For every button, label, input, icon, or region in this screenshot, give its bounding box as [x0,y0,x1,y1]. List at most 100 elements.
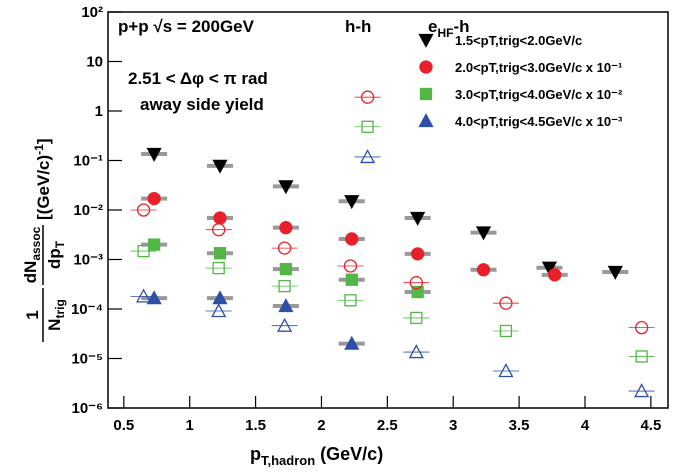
marker [419,60,433,74]
y-tick-label: 10⁻⁵ [71,351,103,368]
marker [147,191,161,206]
marker [498,363,514,378]
marker [344,195,360,210]
marker [409,276,423,290]
x-tick-label: 0.5 [113,417,134,434]
marker [212,261,225,275]
marker [137,244,150,258]
y-tick-label: 10² [81,4,103,21]
marker [359,149,376,164]
marker [278,298,294,313]
marker [146,290,162,305]
marker [548,268,562,282]
y-tick-label: 10⁻² [73,202,103,219]
x-tick-label: 1.5 [245,417,266,434]
y-tick-label: 1 [95,103,103,120]
y-tick-label: 10⁻¹ [73,153,103,170]
x-label-sub: T,hadron [261,453,315,468]
y-label-sup: -1 [32,144,46,155]
marker [343,259,358,273]
marker [499,324,513,338]
y-label-part: dp [45,248,64,269]
annotation: p+p √s = 200GeV [118,17,255,36]
marker [212,290,228,305]
marker [146,147,162,162]
y-label-sub: T [53,240,67,248]
marker [360,90,375,104]
marker [277,241,292,255]
marker [212,159,228,174]
legend-label: 2.0<pT,trig<3.0GeV/c x 10⁻¹ [455,60,622,75]
marker [418,113,434,128]
marker [635,350,648,363]
marker [499,296,513,310]
marker [411,285,424,299]
y-label-part: dNassoc [21,226,43,283]
x-tick-label: 3.5 [509,417,530,434]
y-label-part: ] [34,138,53,144]
annotation: eHF-h [428,17,470,40]
y-label-sub: assoc [29,226,43,260]
y-label-sub: trig [53,299,67,318]
marker [410,311,423,325]
marker [476,263,491,277]
marker [345,273,358,286]
marker [279,220,293,235]
marker [213,211,227,225]
marker [278,180,294,195]
marker [475,226,492,241]
x-tick-label: 3 [449,417,457,434]
x-label-part: p [250,444,261,464]
marker [418,33,434,48]
y-tick-label: 10 [86,54,103,71]
y-tick-label: 10⁻³ [73,252,103,269]
marker [276,317,293,332]
marker [212,223,226,237]
marker [278,279,291,293]
y-label-part: N [45,319,64,331]
marker [634,383,650,398]
legend-label: 4.0<pT,trig<4.5GeV/c x 10⁻³ [455,114,623,129]
marker [410,211,426,226]
marker [408,344,424,359]
marker [419,87,433,101]
annotation: 2.51 < Δφ < π rad [128,69,268,88]
marker [147,238,161,251]
marker [344,294,357,307]
legend-label: 1.5<pT,trig<2.0GeV/c [455,33,582,48]
y-label-part: dpT [45,240,67,269]
marker [213,247,227,260]
marker [344,335,360,350]
marker [135,288,152,303]
y-tick-label: 10⁻⁴ [71,301,103,318]
marker [410,247,425,261]
annotation-part: e [428,17,437,36]
legend-label: 3.0<pT,trig<4.0GeV/c x 10⁻² [455,87,623,102]
marker [211,303,227,318]
x-tick-label: 2.5 [377,417,398,434]
y-axis-label: 1 Ntrig dNassoc dpT [(GeV/c)-1] [21,138,67,342]
marker [361,120,374,133]
y-label-part: Ntrig [45,299,67,331]
annotation-sub: HF [437,26,453,40]
x-tick-label: 2 [317,417,325,434]
y-tick-label: 10⁻⁶ [71,400,103,417]
x-tick-label: 1 [186,417,194,434]
y-label-part: dN [21,261,40,284]
marker [541,261,558,276]
x-tick-label: 4.5 [640,417,661,434]
marker [634,320,649,335]
annotation: away side yield [140,95,264,114]
y-label-part: 1 [23,310,42,319]
marker [345,232,359,246]
marker [607,265,623,280]
annotation-part: -h [453,17,469,36]
x-label-part: (GeV/c) [315,444,383,464]
marker [136,203,151,217]
x-axis-label: pT,hadron (GeV/c) [250,444,383,468]
x-tick-label: 4 [581,417,590,434]
y-label-part: [(GeV/c)-1] [32,138,53,220]
y-label-part: [(GeV/c) [34,155,53,220]
marker [279,262,293,276]
